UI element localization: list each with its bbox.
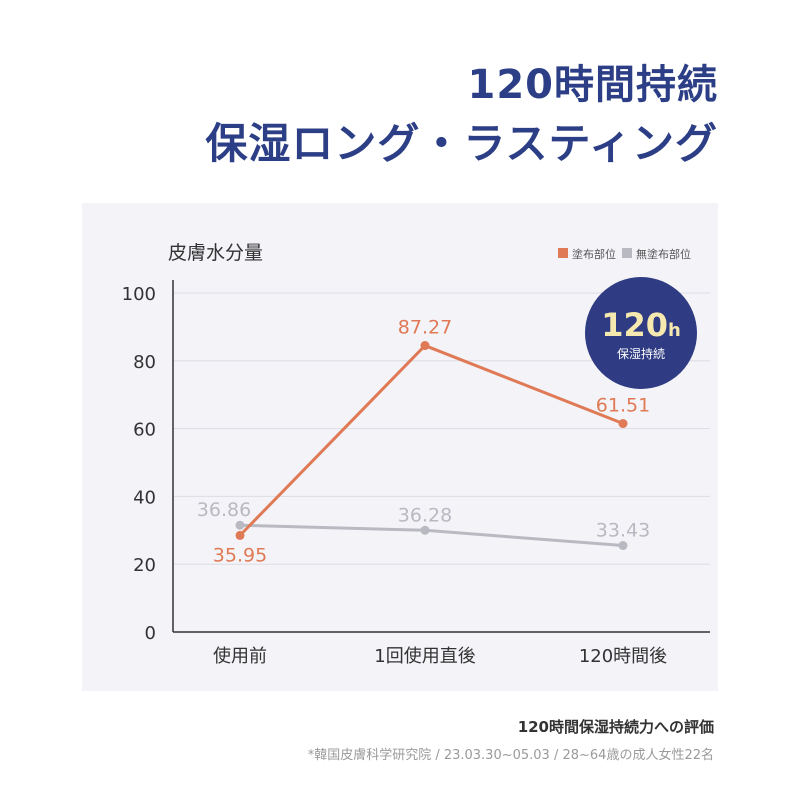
badge-number: 120 (601, 306, 668, 344)
series-line-1 (239, 523, 624, 548)
data-label-0-2: 61.51 (596, 395, 650, 417)
legend: 塗布部位 無塗布部位 (558, 247, 691, 261)
data-label-0-1: 87.27 (398, 317, 452, 339)
headline-line-2: 保湿ロング・ラスティング (205, 119, 718, 168)
footer-title: 120時間保湿持続力への評価 (517, 718, 714, 736)
badge-value: 120h (601, 306, 681, 344)
badge-circle (585, 277, 697, 389)
y-tick-label-100: 100 (122, 284, 156, 305)
y-tick-label-60: 60 (133, 420, 156, 441)
x-tick-label-2: 120時間後 (579, 646, 667, 667)
legend-label-treated: 塗布部位 (572, 247, 616, 261)
data-point-1-1 (420, 525, 430, 535)
data-label-1-0: 36.86 (197, 499, 251, 521)
y-tick-label-40: 40 (133, 487, 156, 508)
x-tick-label-0: 使用前 (213, 646, 267, 667)
data-point-0-0 (235, 530, 245, 540)
y-tick-label-20: 20 (133, 555, 156, 576)
chart-panel: 皮膚水分量 塗布部位 無塗布部位 0 20 40 60 80 100 使用前 1回使用直後 12… (82, 203, 718, 691)
legend-swatch-untreated (622, 248, 632, 258)
footer-note: *韓国皮膚科学研究院 / 23.03.30~05.03 / 28~64歳の成人女… (307, 748, 714, 763)
data-label-0-0: 35.95 (213, 544, 267, 566)
data-point-0-2 (618, 419, 628, 429)
y-tick-label-80: 80 (133, 352, 156, 373)
data-point-0-1 (420, 341, 430, 351)
data-label-1-1: 36.28 (398, 504, 452, 526)
data-point-1-2 (618, 541, 628, 551)
badge-caption: 保湿持続 (617, 346, 665, 361)
line-chart: 皮膚水分量 塗布部位 無塗布部位 0 20 40 60 80 100 使用前 1回使用直後 12… (122, 242, 710, 667)
legend-swatch-treated (558, 248, 568, 258)
duration-badge: 120h 保湿持続 (585, 277, 697, 389)
y-tick-label-0: 0 (145, 623, 156, 644)
legend-label-untreated: 無塗布部位 (636, 247, 691, 261)
badge-unit: h (668, 320, 681, 341)
x-tick-label-1: 1回使用直後 (374, 646, 475, 667)
data-point-1-0 (235, 520, 245, 530)
headline-line-1: 120時間持続 (467, 62, 718, 108)
y-axis-label: 皮膚水分量 (168, 242, 263, 264)
data-label-1-2: 33.43 (596, 520, 650, 542)
